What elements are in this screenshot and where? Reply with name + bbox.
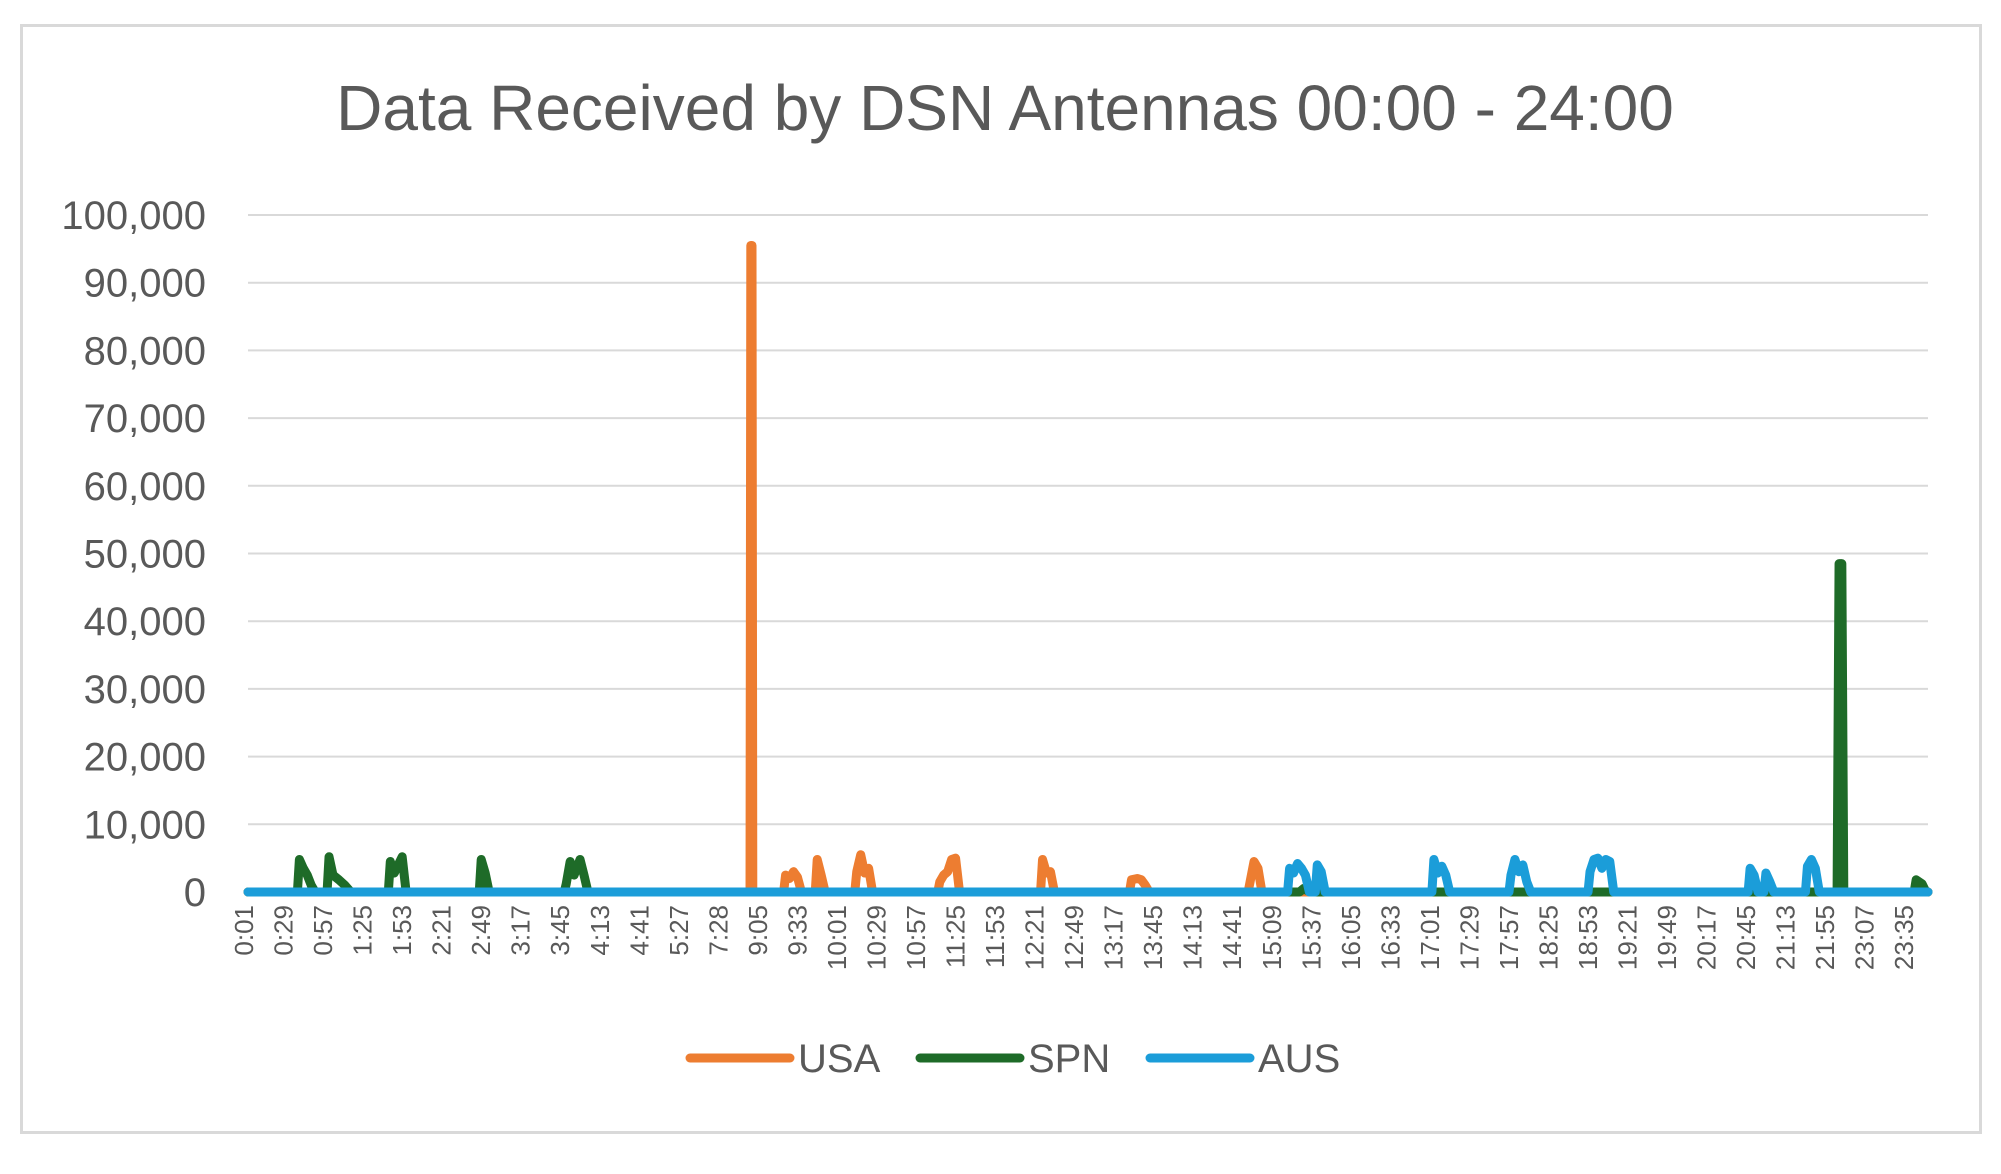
x-tick-label: 9:05 (743, 905, 773, 956)
x-tick-label: 16:05 (1336, 905, 1366, 970)
legend-label-aus: AUS (1258, 1037, 1340, 1081)
x-tick-label: 19:21 (1613, 905, 1643, 970)
legend-label-spn: SPN (1028, 1037, 1110, 1081)
x-tick-label: 2:49 (466, 905, 496, 956)
y-axis-tick-labels: 0 10,000 20,000 30,000 40,000 50,000 60,000 70,… (61, 194, 206, 915)
x-tick-label: 23:35 (1889, 905, 1919, 970)
chart-frame (20, 24, 1982, 1134)
x-tick-label: 5:27 (664, 905, 694, 956)
y-tick-label: 0 (184, 871, 206, 915)
x-tick-label: 10:01 (822, 905, 852, 970)
x-tick-label: 17:01 (1415, 905, 1445, 970)
x-tick-label: 13:17 (1099, 905, 1129, 970)
x-tick-label: 1:53 (387, 905, 417, 956)
x-tick-label: 7:28 (703, 905, 733, 956)
legend: USA SPN AUS (685, 1037, 1340, 1081)
x-tick-label: 0:29 (269, 905, 299, 956)
x-tick-label: 15:09 (1257, 905, 1287, 970)
chart-title: Data Received by DSN Antennas 00:00 - 24… (336, 72, 1674, 144)
y-tick-label: 50,000 (84, 533, 206, 577)
x-tick-label: 19:49 (1652, 905, 1682, 970)
series-line-usa (243, 240, 1933, 897)
x-tick-label: 11:25 (941, 905, 971, 968)
x-tick-label: 4:41 (624, 905, 654, 956)
x-tick-label: 21:13 (1771, 905, 1801, 970)
x-tick-label: 14:41 (1217, 905, 1247, 970)
x-tick-label: 17:57 (1494, 905, 1524, 970)
x-tick-label: 2:21 (427, 905, 457, 956)
y-tick-label: 80,000 (84, 329, 206, 373)
y-tick-label: 20,000 (84, 736, 206, 780)
series-line-spn (243, 559, 1933, 897)
x-tick-label: 0:01 (229, 905, 259, 956)
x-tick-label: 0:57 (308, 905, 338, 956)
x-tick-label: 13:45 (1138, 905, 1168, 970)
x-tick-label: 12:21 (1020, 905, 1050, 970)
x-tick-label: 18:25 (1533, 905, 1563, 970)
y-tick-label: 40,000 (84, 600, 206, 644)
x-tick-label: 3:17 (506, 905, 536, 956)
x-tick-label: 14:13 (1178, 905, 1208, 970)
y-tick-label: 100,000 (61, 194, 206, 238)
gridlines (248, 214, 1928, 893)
x-tick-label: 3:45 (545, 905, 575, 956)
x-tick-label: 20:17 (1692, 905, 1722, 970)
y-tick-label: 70,000 (84, 397, 206, 441)
x-tick-label: 21:55 (1810, 905, 1840, 970)
x-tick-label: 23:07 (1850, 905, 1880, 970)
x-axis-tick-labels: 0:01 0:29 0:57 1:25 1:53 2:21 2:49 3:17 3:45 4:13… (229, 905, 1919, 970)
y-tick-label: 60,000 (84, 465, 206, 509)
y-tick-label: 30,000 (84, 668, 206, 712)
series-lines (243, 240, 1933, 897)
x-tick-label: 9:33 (782, 905, 812, 956)
x-tick-label: 1:25 (348, 905, 378, 956)
x-tick-label: 10:57 (901, 905, 931, 970)
x-tick-label: 12:49 (1059, 905, 1089, 970)
x-tick-label: 17:29 (1454, 905, 1484, 970)
x-tick-label: 15:37 (1296, 905, 1326, 970)
series-line-aus (243, 853, 1933, 897)
y-tick-label: 90,000 (84, 262, 206, 306)
legend-label-usa: USA (798, 1037, 881, 1081)
y-tick-label: 10,000 (84, 803, 206, 847)
x-tick-label: 16:33 (1375, 905, 1405, 970)
x-tick-label: 11:53 (980, 905, 1010, 968)
x-tick-label: 10:29 (861, 905, 891, 970)
x-tick-label: 20:45 (1731, 905, 1761, 970)
x-tick-label: 4:13 (585, 905, 615, 956)
x-tick-label: 18:53 (1573, 905, 1603, 970)
